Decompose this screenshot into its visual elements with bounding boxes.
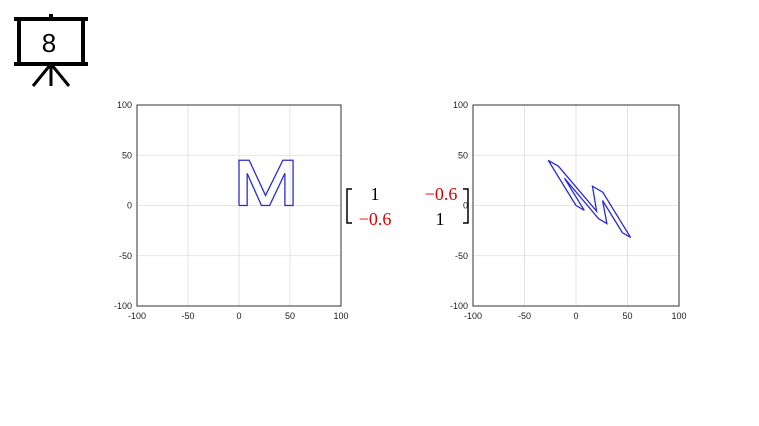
y-tick-label: 50: [122, 150, 132, 160]
plot-frame: [472, 104, 680, 307]
y-tick-label: 100: [117, 100, 132, 110]
x-tick-label: 50: [622, 311, 632, 321]
matrix: 1 −0.6 −0.6 1: [346, 184, 469, 229]
x-tick-label: 0: [573, 311, 578, 321]
chart: -100 -50 0 50 100 -100 -50 0 50 100: [114, 100, 349, 321]
data-line: [547, 159, 632, 239]
y-tick-label: 100: [453, 100, 468, 110]
matrix-cell: 1: [436, 209, 445, 229]
y-tick-label: 0: [463, 201, 468, 211]
slide-icon: 8: [14, 14, 88, 87]
matrix-cell: −0.6: [359, 209, 392, 229]
x-tick-label: -100: [464, 311, 482, 321]
y-tick-label: -50: [455, 251, 468, 261]
chart: -100 -50 0 50 100 -100 -50 0 50 100: [450, 100, 687, 321]
x-tick-label: 0: [236, 311, 241, 321]
x-tick-label: -50: [518, 311, 531, 321]
y-tick-label: -50: [119, 251, 132, 261]
x-tick-label: -100: [128, 311, 146, 321]
y-tick-label: -100: [114, 301, 132, 311]
matrix-cell: −0.6: [425, 184, 458, 204]
data-line: [238, 159, 294, 207]
y-tick-label: 0: [127, 201, 132, 211]
plot-frame: [136, 104, 342, 307]
y-tick-label: 50: [458, 150, 468, 160]
x-tick-label: -50: [181, 311, 194, 321]
matrix-cell: 1: [371, 184, 380, 204]
x-tick-label: 100: [333, 311, 348, 321]
x-tick-label: 100: [671, 311, 686, 321]
x-tick-label: 50: [285, 311, 295, 321]
y-tick-label: -100: [450, 301, 468, 311]
slide-number: 8: [42, 28, 56, 58]
